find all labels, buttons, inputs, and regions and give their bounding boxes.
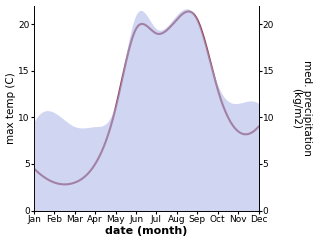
Y-axis label: max temp (C): max temp (C)	[5, 72, 16, 144]
X-axis label: date (month): date (month)	[105, 227, 187, 236]
Y-axis label: med. precipitation
(kg/m2): med. precipitation (kg/m2)	[291, 60, 313, 156]
